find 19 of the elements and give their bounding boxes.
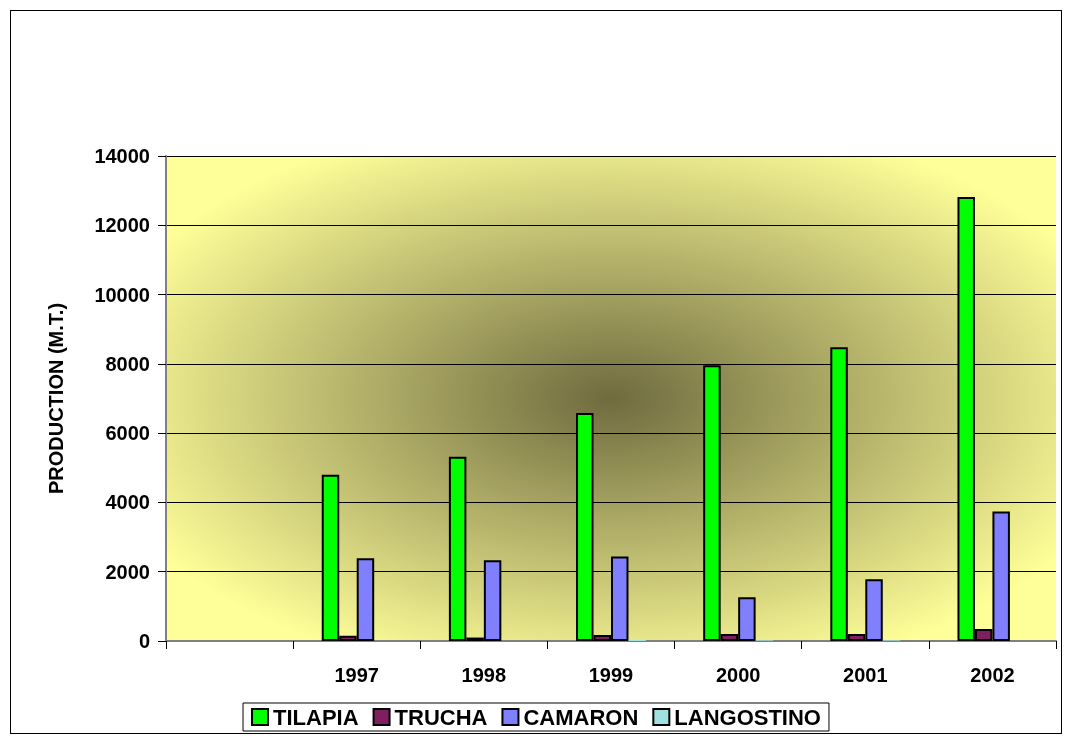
y-tick-label: 12000: [94, 214, 150, 237]
legend-label: LANGOSTINO: [674, 704, 821, 730]
y-tick-label: 14000: [94, 145, 150, 167]
x-tick-label: 1999: [588, 664, 634, 686]
x-tick-label: 2001: [843, 664, 888, 686]
legend-label: TILAPIA: [273, 704, 359, 730]
y-tick-label: 2000: [105, 560, 150, 583]
x-tick-label: 2002: [970, 664, 1015, 686]
y-tick-label: 6000: [105, 422, 150, 445]
legend-label: TRUCHA: [394, 704, 488, 730]
y-tick-label: 10000: [94, 283, 150, 306]
x-tick-label: 2000: [715, 664, 761, 686]
legend-label: CAMARON: [523, 704, 639, 730]
x-tick-label: 1998: [461, 664, 507, 686]
x-tick-label: 1997: [334, 664, 379, 686]
y-tick-label: 0: [138, 630, 150, 652]
y-axis-title: PRODUCTION (M.T.): [45, 302, 67, 495]
y-tick-label: 8000: [105, 352, 150, 375]
y-tick-label: 4000: [105, 491, 150, 514]
